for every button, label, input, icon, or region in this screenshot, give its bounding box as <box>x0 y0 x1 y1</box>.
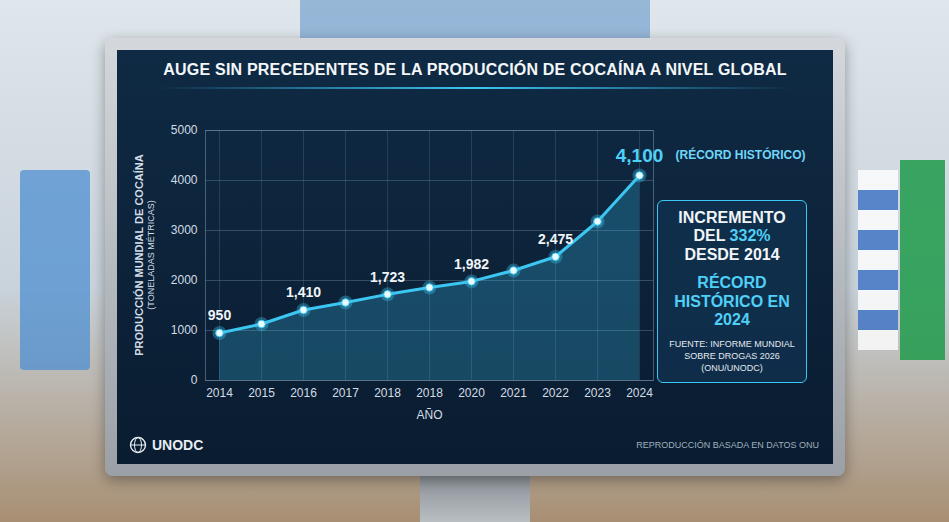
html-text:UNODC: UNODC <box>152 437 204 453</box>
svg-text:(RÉCORD HISTÓRICO): (RÉCORD HISTÓRICO) <box>676 147 806 162</box>
svg-text:2017: 2017 <box>332 386 359 400</box>
svg-text:2018: 2018 <box>416 386 443 400</box>
svg-text:1,982: 1,982 <box>454 256 489 272</box>
svg-text:2022: 2022 <box>542 386 569 400</box>
html-text:REPRODUCCIÓN BASADA EN DATOS O: REPRODUCCIÓN BASADA EN DATOS ONU <box>636 440 819 450</box>
svg-text:1,723: 1,723 <box>370 269 405 285</box>
svg-text:1000: 1000 <box>171 323 198 337</box>
svg-text:2016: 2016 <box>290 386 317 400</box>
svg-text:2014: 2014 <box>206 386 233 400</box>
svg-text:950: 950 <box>208 307 232 323</box>
html-text:AUGE SIN PRECEDENTES DE LA PRO: AUGE SIN PRECEDENTES DE LA PRODUCCIÓN DE… <box>163 61 787 78</box>
html-text:INCREMENTO DEL 332%: INCREMENTO DEL 332% <box>678 209 786 245</box>
svg-text:2024: 2024 <box>626 386 653 400</box>
svg-text:PRODUCCIÓN MUNDIAL DE COCAÍNA(: PRODUCCIÓN MUNDIAL DE COCAÍNA(TONELADAS … <box>133 154 156 356</box>
svg-text:5000: 5000 <box>171 123 198 137</box>
svg-text:AÑO: AÑO <box>416 408 442 422</box>
svg-text:4,100: 4,100 <box>616 145 664 166</box>
svg-text:2018: 2018 <box>374 386 401 400</box>
svg-text:2000: 2000 <box>171 273 198 287</box>
svg-text:2021: 2021 <box>500 386 527 400</box>
svg-text:2015: 2015 <box>248 386 275 400</box>
svg-text:2,475: 2,475 <box>538 231 573 247</box>
svg-text:3000: 3000 <box>171 223 198 237</box>
svg-text:2023: 2023 <box>584 386 611 400</box>
html-text:RÉCORD HISTÓRICO EN 2024: RÉCORD HISTÓRICO EN 2024 <box>674 274 790 328</box>
svg-text:1,410: 1,410 <box>286 284 321 300</box>
html-text:FUENTE: INFORME MUNDIAL SOBRE: FUENTE: INFORME MUNDIAL SOBRE DROGAS 202… <box>669 339 795 373</box>
html-text:DESDE 2014: DESDE 2014 <box>684 245 780 263</box>
svg-text:2020: 2020 <box>458 386 485 400</box>
svg-text:4000: 4000 <box>171 173 198 187</box>
svg-text:0: 0 <box>191 373 198 387</box>
